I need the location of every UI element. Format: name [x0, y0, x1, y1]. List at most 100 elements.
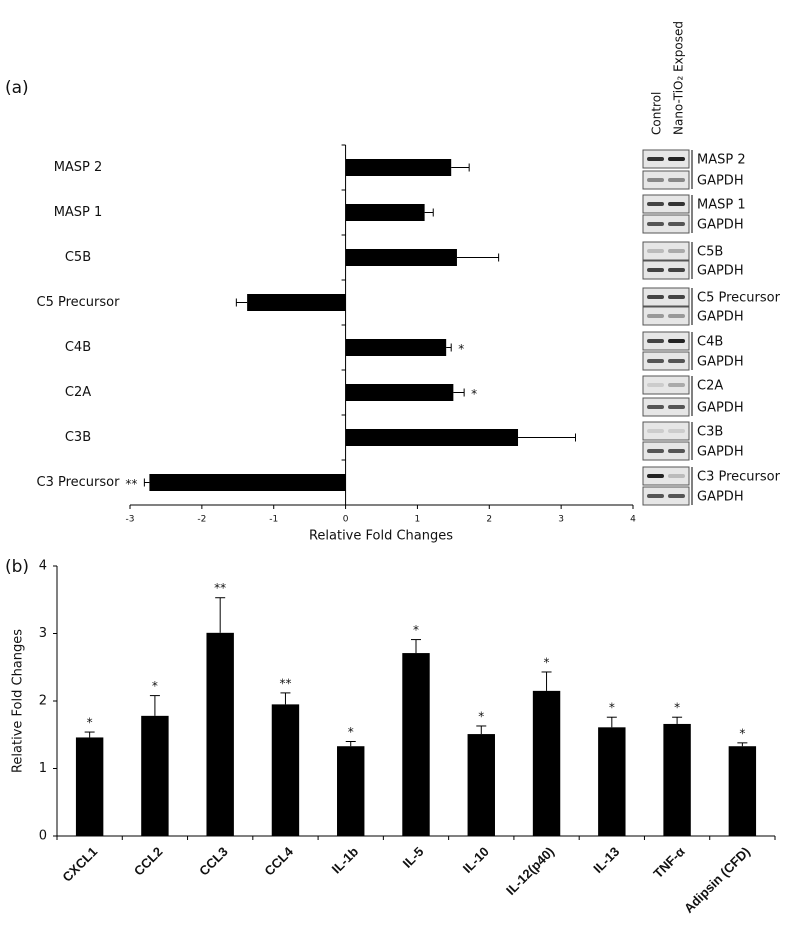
blot-band [647, 222, 664, 226]
blot-frame [642, 441, 690, 461]
x-axis-label: Relative Fold Changes [309, 529, 453, 544]
bar [467, 734, 495, 836]
blot-frame [642, 331, 690, 351]
bar [337, 746, 365, 836]
blot-label: GAPDH [697, 401, 744, 416]
blot-band [647, 339, 664, 343]
error-bar [143, 478, 150, 487]
category-label: C5B [65, 250, 91, 265]
blot-band [647, 429, 664, 433]
significance-label: ** [125, 477, 137, 491]
error-bar [84, 731, 95, 738]
panel-label: (b) [5, 557, 29, 577]
blot-band [668, 157, 685, 161]
significance-label: * [458, 342, 464, 356]
bar [345, 429, 519, 446]
significance-label: * [471, 387, 477, 401]
bar [75, 737, 104, 836]
error-bar [235, 298, 248, 307]
blot-band [647, 474, 664, 478]
panel-label: (a) [5, 78, 29, 98]
blot-band [668, 494, 685, 498]
blot-frame [642, 486, 690, 506]
blot-band [668, 222, 685, 226]
significance-label: * [478, 709, 484, 723]
blot-label: C3B [697, 425, 723, 440]
error-bar [518, 433, 577, 442]
blot-band [668, 474, 685, 478]
x-tick-label: -2 [197, 515, 206, 525]
blot-frame [642, 194, 690, 214]
significance-label: ** [214, 581, 226, 595]
category-label: C2A [65, 385, 91, 400]
error-bar [451, 163, 470, 172]
blot-frame [642, 306, 690, 326]
x-tick-label: 0 [343, 515, 349, 525]
bar [247, 294, 346, 311]
blot-band [647, 314, 664, 318]
blot-label: MASP 1 [697, 198, 746, 213]
significance-label: * [87, 716, 93, 730]
blot-band [668, 339, 685, 343]
blot-label: MASP 2 [697, 153, 746, 168]
error-bar [345, 741, 356, 747]
blot-frame [642, 287, 690, 307]
bar [402, 653, 430, 836]
blot-band [668, 405, 685, 409]
blot-frame [642, 214, 690, 234]
x-tick-label: CXCL1 [59, 844, 100, 885]
significance-label: * [674, 701, 680, 715]
significance-label: * [609, 701, 615, 715]
bar [345, 249, 457, 266]
significance-label: * [413, 623, 419, 637]
y-tick-label: 4 [39, 559, 47, 574]
error-bar [541, 671, 552, 691]
blot-band [647, 268, 664, 272]
blot-frame [642, 351, 690, 371]
significance-label: * [544, 655, 550, 669]
blot-band [668, 202, 685, 206]
bar [141, 715, 169, 836]
blot-frame [642, 241, 690, 261]
bar [345, 204, 425, 221]
blot-frame [642, 397, 690, 417]
category-label: C3B [65, 430, 91, 445]
blot-band [647, 449, 664, 453]
blot-label: C4B [697, 335, 723, 350]
x-tick-label: IL-12(p40) [503, 844, 557, 898]
column-header: Nano-TiO₂ Exposed [672, 21, 686, 135]
blot-band [647, 178, 664, 182]
error-bar [149, 695, 160, 716]
blot-label: C5 Precursor [697, 291, 781, 306]
y-tick-label: 0 [39, 829, 47, 844]
bar [663, 723, 691, 836]
x-tick-label: -1 [269, 515, 278, 525]
blot-label: GAPDH [697, 174, 744, 189]
category-label: MASP 2 [54, 160, 103, 175]
x-tick-label: 2 [486, 515, 492, 525]
blot-label: GAPDH [697, 264, 744, 279]
significance-label: * [739, 726, 745, 740]
blot-frame [642, 170, 690, 190]
error-bar [411, 639, 421, 654]
x-tick-label: 1 [415, 515, 421, 525]
error-bar [737, 742, 748, 747]
significance-label: * [152, 679, 158, 693]
x-tick-label: CCL2 [131, 844, 166, 879]
blot-band [647, 295, 664, 299]
x-tick-label: -3 [126, 515, 135, 525]
blot-label: GAPDH [697, 490, 744, 505]
blot-frame [642, 260, 690, 280]
y-axis-label: Relative Fold Changes [11, 629, 26, 773]
bar [345, 339, 447, 356]
blot-band [647, 202, 664, 206]
bar [728, 746, 757, 836]
category-label: MASP 1 [54, 205, 103, 220]
y-tick-label: 2 [39, 694, 47, 709]
blot-band [668, 449, 685, 453]
blot-label: GAPDH [697, 218, 744, 233]
blot-band [647, 383, 664, 387]
bar [345, 159, 452, 176]
blot-band [668, 429, 685, 433]
x-tick-label: TNF-α [650, 844, 687, 881]
